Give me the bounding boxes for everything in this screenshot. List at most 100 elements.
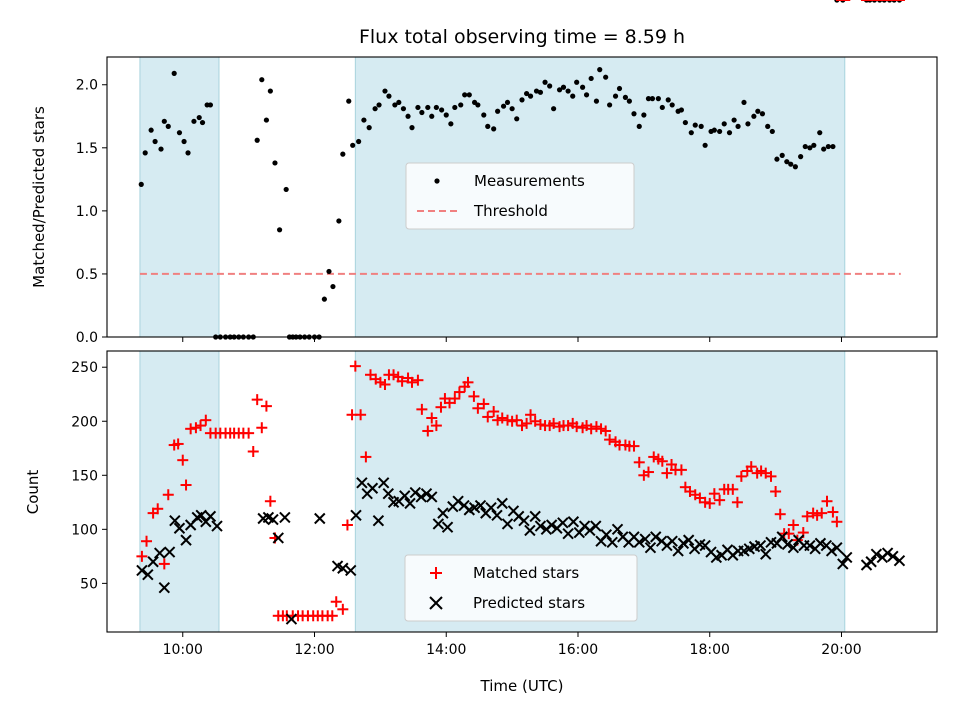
measurement-point <box>788 161 794 167</box>
matched-star-point <box>731 496 743 508</box>
measurement-point <box>798 154 804 160</box>
measurement-point <box>425 104 431 111</box>
matched-star-point <box>704 497 716 509</box>
measurement-point <box>366 125 372 131</box>
measurement-point <box>807 145 813 151</box>
predicted-star-point <box>415 491 427 503</box>
top-ytick-label: 1.0 <box>76 204 98 220</box>
measurement-point <box>272 160 278 166</box>
measurement-point <box>171 70 177 76</box>
measurement-point <box>458 102 464 108</box>
matched-star-point <box>472 402 484 414</box>
x-stroke-b <box>567 516 580 528</box>
x-stroke-b <box>366 482 379 494</box>
matched-star-point <box>430 420 442 432</box>
matched-star-point <box>326 610 338 622</box>
measurement-point <box>802 143 808 150</box>
matched-star-point <box>496 412 508 424</box>
measurement-point <box>735 123 741 129</box>
matched-star-point <box>435 401 447 413</box>
predicted-star-point <box>870 548 883 560</box>
measurement-point <box>283 186 289 193</box>
predicted-star-point <box>881 547 894 559</box>
bot-ytick-label: 150 <box>71 468 98 484</box>
top-y-axis-label: Matched/Predicted stars <box>30 106 48 288</box>
measurement-point <box>462 92 468 98</box>
x-stroke-b <box>814 537 827 550</box>
measurement-point <box>769 128 775 135</box>
matched-star-point <box>177 454 189 466</box>
matched-star-point <box>260 400 272 412</box>
predicted-star-point <box>147 556 159 568</box>
x-stroke-b <box>677 537 690 550</box>
measurement-point <box>491 126 497 132</box>
measurement-point <box>161 118 167 124</box>
predicted-star-point <box>557 517 569 529</box>
bottom-legend-box <box>404 554 638 622</box>
measurement-point <box>711 127 717 133</box>
x-stroke-b <box>195 509 207 521</box>
x-stroke-b <box>163 546 176 558</box>
measurement-point <box>176 130 183 136</box>
measurement-point <box>631 111 637 117</box>
x-stroke-b <box>584 524 596 537</box>
x-stroke-b <box>694 538 706 551</box>
x-stroke-b <box>267 513 279 526</box>
x-stroke-b <box>345 564 357 577</box>
measurement-point <box>580 84 586 90</box>
matched-star-point <box>330 596 342 608</box>
predicted-star-point <box>781 538 794 551</box>
predicted-star-point <box>831 541 843 554</box>
measurement-point <box>597 67 603 73</box>
measurement-point <box>376 102 382 108</box>
x-stroke-b <box>545 519 558 531</box>
x-axis-label: Time (UTC) <box>480 677 564 695</box>
x-stroke-b <box>754 539 767 552</box>
matched-star-point <box>264 495 276 507</box>
measurement-point <box>537 89 544 95</box>
measurement-point <box>509 106 515 112</box>
measurement-point <box>448 121 454 127</box>
predicted-star-point <box>437 507 449 519</box>
x-stroke-b <box>173 522 186 534</box>
measurement-point <box>405 113 411 119</box>
x-stroke-b <box>262 511 275 524</box>
matched-star-point <box>628 440 640 452</box>
bottom-legend: Matched stars Predicted stars <box>404 554 638 622</box>
matched-star-point <box>727 483 739 495</box>
predicted-star-point <box>420 487 433 500</box>
measurement-point <box>326 268 332 275</box>
measurement-point <box>196 114 202 121</box>
bot-ytick-label: 250 <box>71 360 98 376</box>
x-stroke-b <box>644 541 657 554</box>
measurement-point <box>433 104 439 111</box>
x-stroke-b <box>870 548 883 560</box>
x-stroke-b <box>841 551 853 564</box>
predicted-star-point <box>841 551 853 564</box>
measurement-point <box>717 128 723 135</box>
x-stroke-b <box>611 523 624 536</box>
measurement-point <box>792 164 798 170</box>
predicted-star-point <box>452 495 464 507</box>
matched-star-point <box>525 409 537 421</box>
predicted-star-point <box>382 487 394 500</box>
x-stroke-b <box>285 613 298 625</box>
matched-star-point <box>787 519 799 531</box>
xtick-label: 20:00 <box>821 642 861 658</box>
measurement-point <box>607 102 613 108</box>
measurement-point <box>439 107 445 113</box>
x-stroke-b <box>142 569 154 581</box>
predicted-star-point <box>496 497 508 510</box>
matched-star-point <box>406 376 418 388</box>
x-stroke-b <box>792 534 805 546</box>
measurement-point <box>811 142 817 148</box>
measurement-point <box>267 88 273 94</box>
matched-star-point <box>379 379 391 391</box>
x-stroke-b <box>211 520 223 532</box>
x-stroke-b <box>501 518 514 530</box>
top-y-ticks: 0.0 0.5 1.0 1.5 2.0 <box>76 78 107 346</box>
top-shade-band-0 <box>139 57 219 337</box>
measurement-point <box>665 97 671 103</box>
x-stroke-b <box>893 554 906 567</box>
matched-star-point <box>355 409 367 421</box>
